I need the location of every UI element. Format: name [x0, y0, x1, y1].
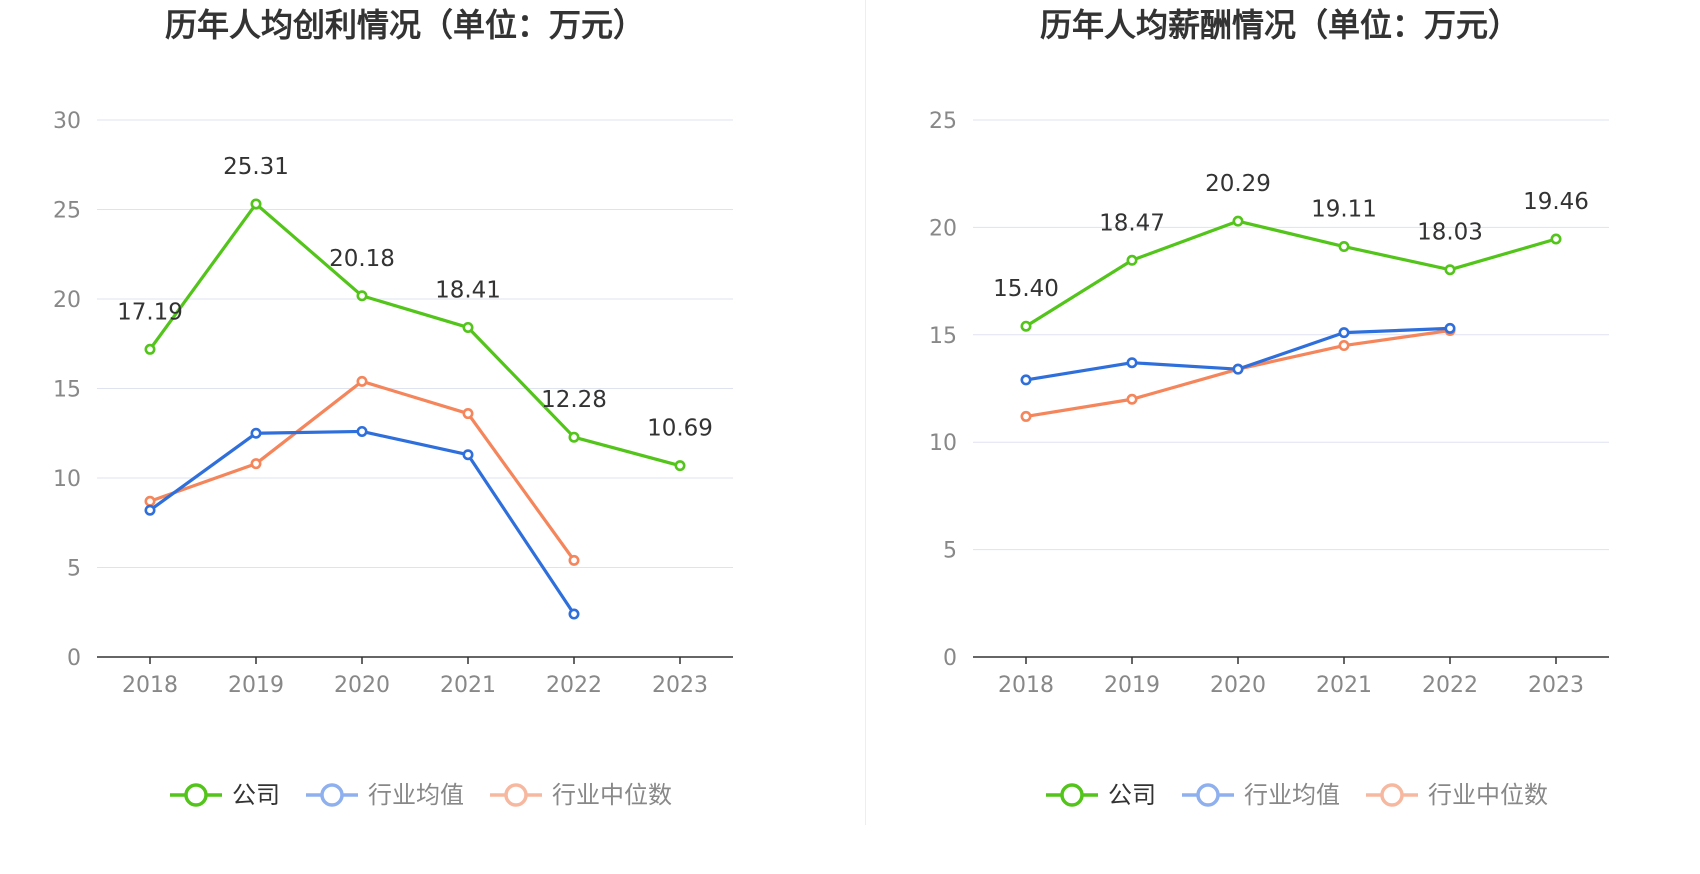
chart-panel-2: 历年人均薪酬情况（单位：万元） 0 5 10 15 20 25 2018 2019 2020 202…: [929, 6, 1609, 809]
x-tick-label: 2023: [652, 673, 708, 698]
data-label: 12.28: [541, 387, 607, 413]
legend-item-0: 公司: [1046, 781, 1156, 809]
data-point: [1126, 254, 1138, 266]
data-point: [462, 408, 474, 420]
y-tick-label: 0: [67, 646, 81, 671]
legend-item-0: 公司: [170, 781, 280, 809]
legend-label: 行业均值: [1244, 781, 1340, 809]
y-tick-label: 25: [53, 199, 81, 224]
data-point: [144, 504, 156, 516]
series-line-0: [1025, 219, 1557, 328]
data-point: [144, 495, 156, 507]
legend-item-1: 行业均值: [306, 781, 464, 809]
data-point: [1126, 357, 1138, 369]
data-label: 18.03: [1417, 220, 1483, 246]
data-point: [1020, 410, 1032, 422]
legend-label: 公司: [1108, 781, 1156, 809]
chart-title: 历年人均薪酬情况（单位：万元）: [1040, 6, 1520, 44]
data-label: 25.31: [223, 154, 289, 180]
data-point: [250, 198, 262, 210]
legend-item-2: 行业中位数: [1366, 781, 1548, 809]
data-point: [568, 431, 580, 443]
data-point: [1338, 340, 1350, 352]
data-point: [674, 460, 686, 472]
legend-marker: [184, 783, 208, 807]
legend-item-1: 行业均值: [1182, 781, 1340, 809]
data-label: 18.41: [435, 277, 501, 303]
data-point: [1550, 233, 1562, 245]
data-label: 15.40: [993, 276, 1059, 302]
data-point: [250, 427, 262, 439]
data-label: 17.19: [117, 299, 183, 325]
data-point: [1020, 374, 1032, 386]
x-tick-label: 2021: [1316, 673, 1372, 698]
data-point: [1338, 327, 1350, 339]
data-point: [144, 343, 156, 355]
data-point: [1444, 264, 1456, 276]
data-point: [462, 321, 474, 333]
y-tick-label: 15: [929, 324, 957, 349]
y-tick-label: 10: [53, 467, 81, 492]
panel-divider: [865, 0, 866, 825]
x-tick-label: 2019: [228, 673, 284, 698]
legend: 公司 行业均值 行业中位数: [1046, 781, 1548, 809]
y-tick-label: 15: [53, 378, 81, 403]
x-tick-label: 2020: [334, 673, 390, 698]
data-label: 19.46: [1523, 189, 1589, 215]
legend-marker: [504, 783, 528, 807]
data-point: [1126, 393, 1138, 405]
chart-panel-1: 历年人均创利情况（单位：万元） 0 5 10 15 20 25 30 2018 2019 2020 2…: [53, 6, 733, 809]
y-tick-label: 25: [929, 109, 957, 134]
data-point: [1232, 363, 1244, 375]
legend-item-2: 行业中位数: [490, 781, 672, 809]
series-line-2: [149, 379, 576, 562]
data-point: [250, 458, 262, 470]
x-tick-label: 2022: [1422, 673, 1478, 698]
y-tick-label: 30: [53, 109, 81, 134]
y-tick-label: 5: [943, 539, 957, 564]
legend-label: 公司: [232, 781, 280, 809]
data-point: [462, 449, 474, 461]
y-tick-label: 20: [53, 288, 81, 313]
x-tick-label: 2020: [1210, 673, 1266, 698]
series-line-0: [148, 202, 681, 468]
data-point: [568, 608, 580, 620]
legend-marker: [1380, 783, 1404, 807]
data-label: 10.69: [647, 416, 713, 442]
x-tick-label: 2023: [1528, 673, 1584, 698]
legend-marker: [1196, 783, 1220, 807]
x-tick-label: 2018: [998, 673, 1054, 698]
data-point: [568, 554, 580, 566]
data-point: [356, 425, 368, 437]
data-label: 19.11: [1311, 197, 1377, 223]
chart-title: 历年人均创利情况（单位：万元）: [165, 6, 645, 44]
data-point: [356, 375, 368, 387]
x-tick-label: 2018: [122, 673, 178, 698]
x-tick-label: 2022: [546, 673, 602, 698]
y-tick-label: 20: [929, 216, 957, 241]
x-tick-label: 2021: [440, 673, 496, 698]
legend: 公司 行业均值 行业中位数: [170, 781, 672, 809]
y-tick-label: 10: [929, 431, 957, 456]
x-tick-label: 2019: [1104, 673, 1160, 698]
legend-label: 行业中位数: [1428, 781, 1548, 809]
data-point: [1338, 241, 1350, 253]
series-line-1: [149, 429, 576, 615]
legend-label: 行业中位数: [552, 781, 672, 809]
legend-marker: [1060, 783, 1084, 807]
data-point: [1020, 320, 1032, 332]
data-point: [1232, 215, 1244, 227]
y-tick-label: 5: [67, 557, 81, 582]
data-label: 20.29: [1205, 171, 1271, 197]
data-label: 18.47: [1099, 210, 1165, 236]
data-point: [1444, 322, 1456, 334]
y-tick-label: 0: [943, 646, 957, 671]
data-label: 20.18: [329, 246, 395, 272]
legend-marker: [320, 783, 344, 807]
data-point: [356, 290, 368, 302]
legend-label: 行业均值: [368, 781, 464, 809]
